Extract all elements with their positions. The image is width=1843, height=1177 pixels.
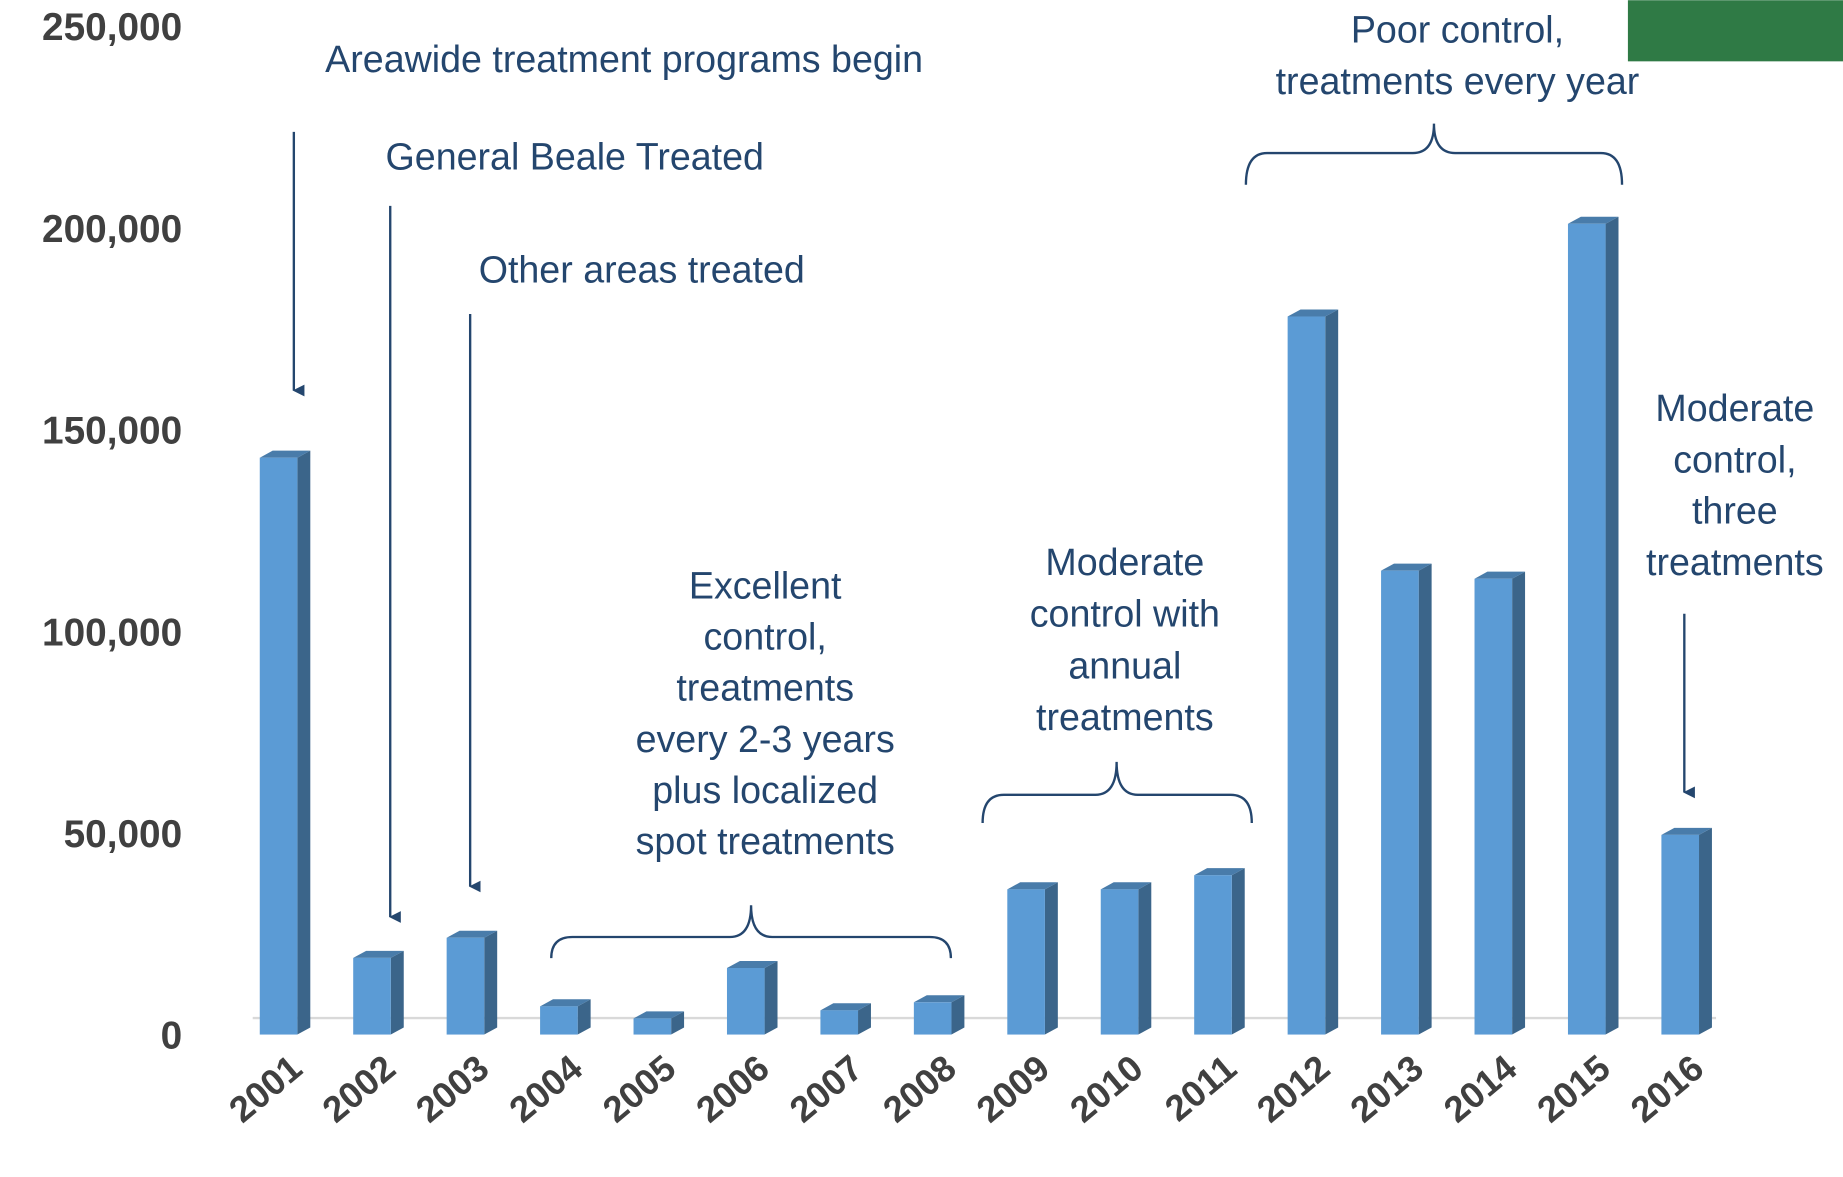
bar-side bbox=[1512, 572, 1525, 1035]
annotation: Other areas treated bbox=[479, 248, 805, 290]
x-tick-label: 2014 bbox=[1436, 1046, 1525, 1130]
annotation: Excellent control, treatments every 2-3 yea… bbox=[636, 564, 895, 862]
y-tick-label: 250,000 bbox=[42, 6, 182, 49]
x-tick-label: 2002 bbox=[315, 1047, 403, 1130]
bar bbox=[447, 938, 485, 1035]
annotation-line: Other areas treated bbox=[479, 248, 805, 290]
annotation: Moderate control, three treatments bbox=[1646, 387, 1824, 583]
bar bbox=[914, 1002, 952, 1034]
annotation-line: annual bbox=[1068, 644, 1181, 686]
x-tick-label: 2008 bbox=[875, 1047, 963, 1130]
bar bbox=[1288, 317, 1326, 1035]
bar bbox=[1381, 571, 1419, 1035]
annotation-line: Poor control, bbox=[1351, 9, 1564, 51]
y-tick-label: 100,000 bbox=[42, 611, 182, 654]
bar bbox=[727, 968, 765, 1035]
annotation-line: every 2-3 years bbox=[636, 718, 895, 760]
bar-side bbox=[1232, 868, 1245, 1034]
bar-side bbox=[1606, 217, 1619, 1035]
bar bbox=[353, 958, 391, 1035]
bar bbox=[260, 458, 298, 1035]
bar-side bbox=[484, 931, 497, 1035]
bar bbox=[1475, 579, 1513, 1035]
x-tick-label: 2016 bbox=[1623, 1047, 1711, 1130]
x-tick-label: 2007 bbox=[782, 1047, 870, 1130]
x-tick-label: 2001 bbox=[221, 1047, 309, 1130]
bar bbox=[540, 1006, 578, 1034]
bar-side bbox=[391, 951, 404, 1035]
bar bbox=[820, 1010, 858, 1034]
y-tick-label: 200,000 bbox=[42, 208, 182, 251]
annotation-line: three bbox=[1692, 490, 1778, 532]
annotation-line: control with bbox=[1030, 593, 1220, 635]
x-tick-label: 2005 bbox=[595, 1047, 683, 1130]
annotation-line: Moderate bbox=[1045, 541, 1204, 583]
bar bbox=[1007, 889, 1045, 1034]
bar-side bbox=[765, 961, 778, 1035]
annotation: Poor control, treatments every year bbox=[1276, 9, 1640, 103]
x-tick-label: 2013 bbox=[1342, 1047, 1430, 1130]
annotation-line: treatments every year bbox=[1276, 60, 1640, 102]
x-tick-label: 2012 bbox=[1249, 1047, 1337, 1130]
photo bbox=[1628, 0, 1843, 61]
annotation: Moderate control with annual treatments bbox=[1030, 541, 1220, 738]
annotation-line: Excellent bbox=[689, 564, 842, 606]
bar-side bbox=[1699, 828, 1712, 1035]
bar-side bbox=[1325, 309, 1338, 1034]
bar bbox=[1101, 889, 1139, 1034]
chart: 050,000100,000150,000200,000250,00020012… bbox=[0, 0, 1843, 1177]
annotation-line: Areawide treatment programs begin bbox=[325, 38, 923, 80]
annotation-line: treatments bbox=[676, 667, 854, 709]
y-tick-label: 0 bbox=[161, 1015, 183, 1058]
x-tick-label: 2009 bbox=[969, 1047, 1057, 1130]
x-tick-label: 2004 bbox=[501, 1046, 590, 1130]
bar bbox=[1194, 875, 1232, 1034]
annotation: Areawide treatment programs begin bbox=[325, 38, 923, 80]
annotation: General Beale Treated bbox=[386, 135, 764, 177]
bar bbox=[634, 1018, 672, 1034]
bar-side bbox=[1138, 882, 1151, 1034]
x-tick-label: 2015 bbox=[1529, 1047, 1617, 1130]
x-tick-label: 2010 bbox=[1062, 1047, 1150, 1130]
y-tick-label: 150,000 bbox=[42, 410, 182, 453]
bar bbox=[1661, 835, 1699, 1035]
x-tick-label: 2011 bbox=[1157, 1047, 1244, 1129]
annotation-line: control, bbox=[704, 616, 827, 658]
bar bbox=[1568, 224, 1606, 1035]
y-tick-label: 50,000 bbox=[64, 813, 183, 856]
bar-side bbox=[1419, 564, 1432, 1035]
annotation-line: control, bbox=[1673, 438, 1796, 480]
annotation-line: spot treatments bbox=[636, 820, 895, 862]
annotation-line: plus localized bbox=[652, 769, 878, 811]
x-tick-label: 2003 bbox=[408, 1047, 496, 1130]
x-tick-label: 2006 bbox=[688, 1047, 776, 1130]
annotation-line: General Beale Treated bbox=[386, 135, 764, 177]
bar-side bbox=[1045, 882, 1058, 1034]
annotation-line: treatments bbox=[1646, 541, 1824, 583]
annotation-line: treatments bbox=[1036, 696, 1214, 738]
annotation-line: Moderate bbox=[1655, 387, 1814, 429]
bar-side bbox=[297, 451, 310, 1035]
